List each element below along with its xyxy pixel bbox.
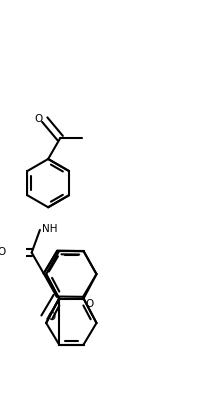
Text: O: O [47,312,55,322]
Text: O: O [35,114,43,124]
Text: O: O [86,299,94,309]
Text: O: O [0,247,6,257]
Text: NH: NH [42,224,57,234]
